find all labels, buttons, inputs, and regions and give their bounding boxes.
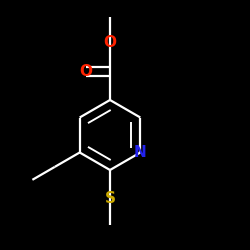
Text: O: O: [104, 35, 117, 50]
Text: S: S: [104, 191, 116, 206]
Text: O: O: [79, 64, 92, 79]
Text: N: N: [134, 145, 147, 160]
